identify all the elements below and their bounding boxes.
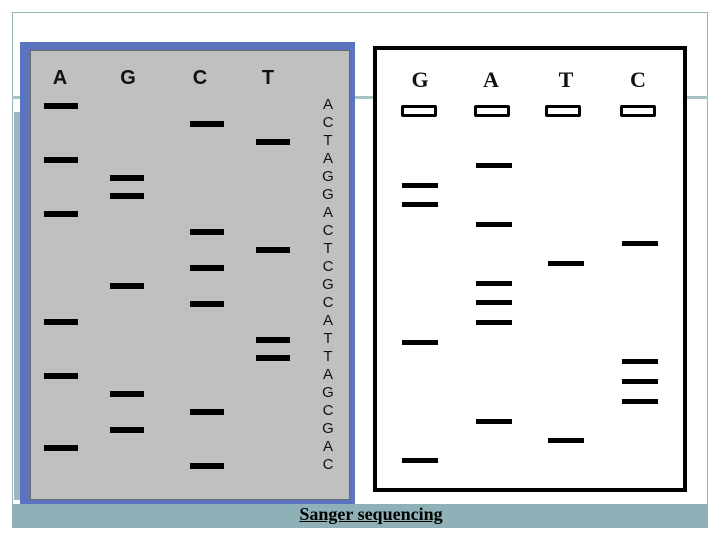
sequence-letter: G (322, 186, 334, 203)
sequence-letter: T (323, 132, 333, 149)
left-band-g (110, 427, 144, 433)
left-band-c (190, 229, 224, 235)
left-band-g (110, 283, 144, 289)
right-lane-header-g: G (411, 67, 429, 92)
left-band-a (44, 445, 78, 451)
right-band (402, 202, 438, 207)
left-lane-header-a: A (52, 67, 68, 89)
right-band (402, 340, 438, 345)
slide-caption: Sanger sequencing (299, 504, 443, 524)
right-gel-panel (373, 46, 687, 492)
right-band (476, 300, 512, 305)
sequence-letter: C (322, 258, 334, 275)
sequence-letter: T (323, 240, 333, 257)
left-band-a (44, 157, 78, 163)
sequence-letter: T (323, 348, 333, 365)
right-band (402, 458, 438, 463)
right-band (476, 320, 512, 325)
footer-bar (12, 504, 708, 528)
right-band (622, 399, 658, 404)
left-lane-header-t: T (261, 67, 275, 89)
left-band-g (110, 391, 144, 397)
left-gel-panel (30, 50, 350, 500)
left-band-t (256, 139, 290, 145)
left-band-c (190, 463, 224, 469)
left-lane-header-c: C (192, 67, 208, 89)
left-band-a (44, 103, 78, 109)
left-band-c (190, 121, 224, 127)
sequence-letter: G (322, 420, 334, 437)
right-band (622, 241, 658, 246)
well-a (474, 105, 510, 117)
sequence-letter: C (322, 114, 334, 131)
sequence-letter: T (323, 330, 333, 347)
sequence-letter: C (322, 456, 334, 473)
right-band (476, 281, 512, 286)
right-band (622, 379, 658, 384)
sequence-letter: C (322, 402, 334, 419)
right-band (548, 261, 584, 266)
sequence-letter: A (322, 96, 333, 113)
decorative-rule (12, 96, 708, 99)
well-g (401, 105, 437, 117)
sequence-letter: G (322, 384, 334, 401)
right-lane-header-t: T (558, 67, 574, 92)
left-band-c (190, 265, 224, 271)
left-band-t (256, 355, 290, 361)
sequence-letter: G (322, 168, 334, 185)
left-band-g (110, 175, 144, 181)
left-band-g (110, 193, 144, 199)
decorative-side-block (14, 112, 22, 500)
sequence-letter: A (322, 366, 333, 383)
right-lane-header-a: A (483, 67, 499, 92)
right-band (622, 359, 658, 364)
well-t (545, 105, 581, 117)
right-band (476, 163, 512, 168)
left-band-c (190, 301, 224, 307)
right-band (402, 183, 438, 188)
right-band (548, 438, 584, 443)
right-band (476, 419, 512, 424)
left-band-a (44, 211, 78, 217)
left-band-t (256, 337, 290, 343)
well-c (620, 105, 656, 117)
right-band (476, 222, 512, 227)
sequence-letter: A (322, 438, 333, 455)
left-band-a (44, 319, 78, 325)
sequence-letter: A (322, 312, 333, 329)
sequence-letter: A (322, 150, 333, 167)
left-band-c (190, 409, 224, 415)
sequence-letter: C (322, 294, 334, 311)
right-lane-header-c: C (630, 67, 646, 92)
sequence-letter: A (322, 204, 333, 221)
left-band-a (44, 373, 78, 379)
left-band-t (256, 247, 290, 253)
sequence-letter: C (322, 222, 334, 239)
sequence-letter: G (322, 276, 334, 293)
left-lane-header-g: G (120, 67, 136, 89)
